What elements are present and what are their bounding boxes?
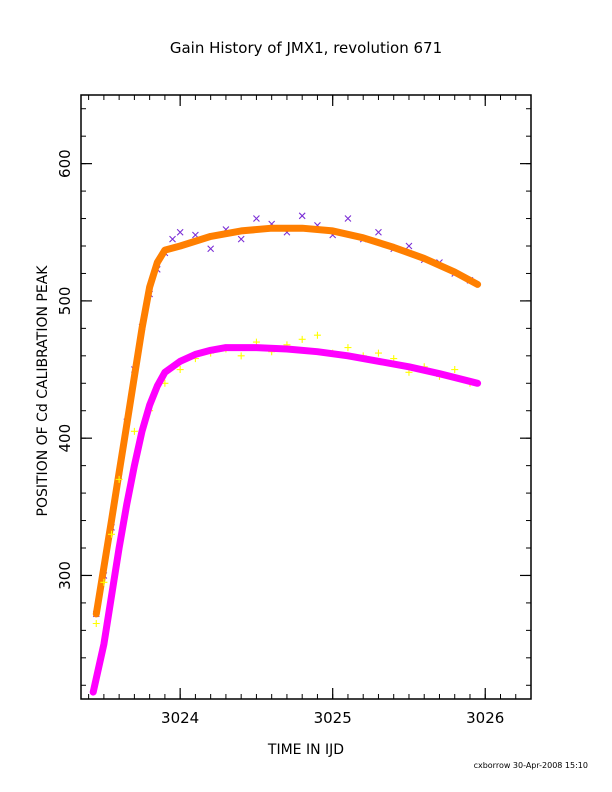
data-point: [176, 366, 184, 374]
data-point: [169, 235, 176, 243]
data-point: [375, 228, 382, 236]
y-tick-label: 500: [56, 287, 74, 316]
plot-frame: [80, 94, 532, 700]
data-point: [298, 212, 306, 220]
chart-title: Gain History of JMX1, revolution 671: [170, 39, 442, 57]
fit-curve-lower-fit: [89, 344, 482, 696]
series-upper-fit: [92, 224, 482, 618]
footer-credit: cxborrow 30-Apr-2008 15:10: [474, 761, 588, 770]
data-point: [405, 242, 413, 250]
data-point: [313, 331, 321, 339]
x-axis-label: TIME IN IJD: [267, 742, 344, 758]
series-lower-fit: [89, 344, 482, 696]
data-point: [237, 352, 245, 360]
y-tick-label: 600: [56, 149, 74, 178]
y-tick-label: 400: [56, 424, 74, 453]
data-point: [344, 344, 352, 352]
y-tick-label: 300: [56, 561, 74, 590]
data-point: [176, 228, 184, 236]
x-tick-label: 3026: [466, 709, 504, 727]
fit-curve-upper-fit: [92, 224, 482, 618]
data-point: [344, 215, 352, 222]
data-point: [253, 215, 260, 222]
data-point: [237, 235, 245, 243]
data-point: [130, 427, 138, 435]
data-point: [374, 349, 382, 357]
y-axis-label: POSITION OF Cd CALIBRATION PEAK: [35, 265, 51, 517]
axis-ticks: 3024 3025 3026 300 400 500 600: [56, 95, 532, 727]
data-point: [207, 245, 215, 253]
data-point: [298, 335, 306, 343]
series-lower-data: [92, 331, 474, 627]
data-point: [92, 620, 100, 627]
x-tick-label: 3024: [161, 709, 199, 727]
data-marks: [89, 212, 482, 696]
data-point: [108, 530, 116, 538]
x-tick-label: 3025: [314, 709, 352, 727]
data-point: [100, 578, 108, 586]
data-point: [115, 475, 123, 483]
data-point: [451, 366, 459, 374]
